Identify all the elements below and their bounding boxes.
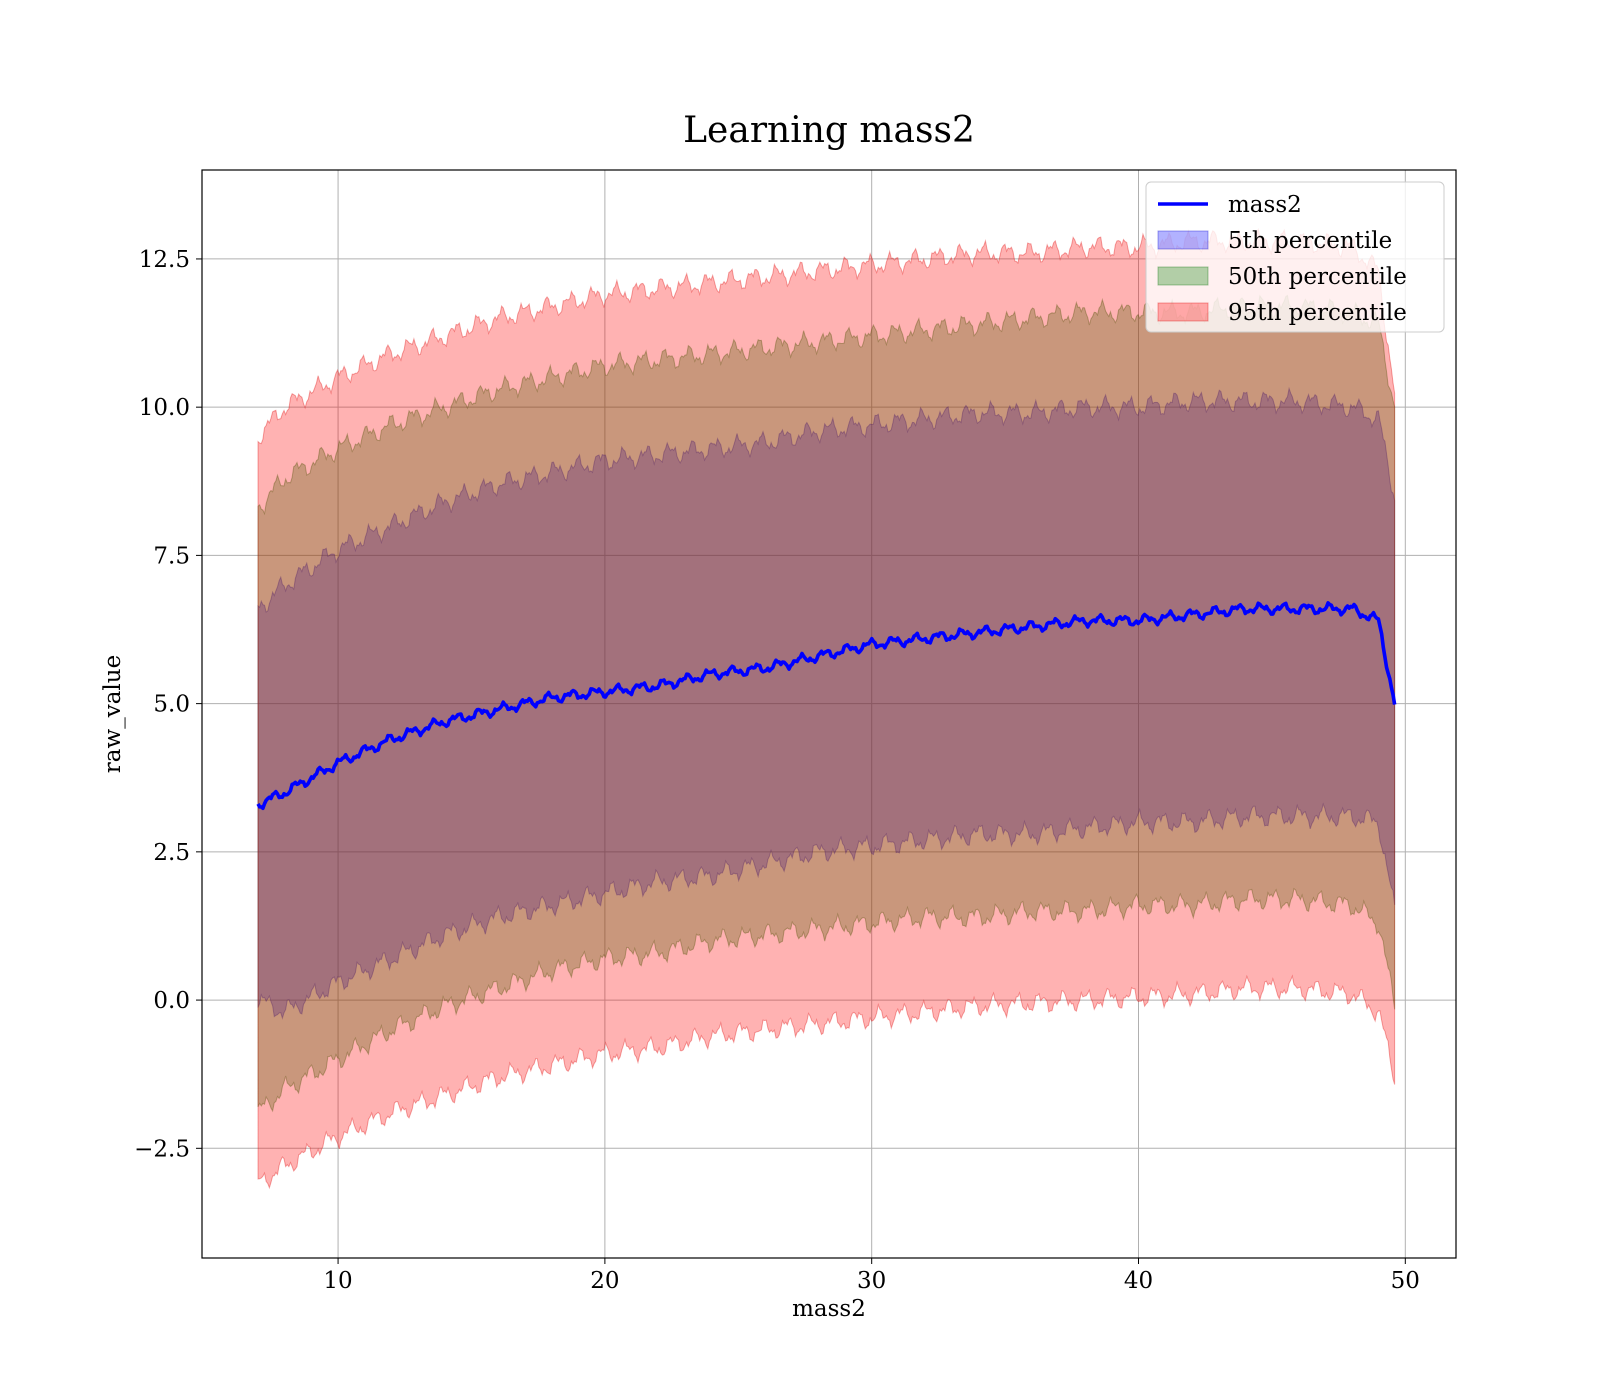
y-tick-label: −2.5 [134,1136,190,1162]
y-tick-label: 2.5 [153,840,190,866]
percentile-bands [257,227,1396,1190]
y-tick-label: 12.5 [139,247,190,273]
legend: mass2 5th percentile 50th percentile 95th p… [1145,181,1445,333]
legend-swatch-patch [1157,266,1209,286]
band-50th-percentile [257,294,1396,1113]
legend-swatch-patch [1157,230,1209,250]
legend-label: 50th percentile [1228,264,1407,290]
y-axis-label: raw_value [100,655,126,773]
x-tick-label: 50 [1391,1268,1420,1294]
grid [202,170,1456,1258]
x-tick-label: 10 [323,1268,352,1294]
series-line-mass2 [256,601,1397,811]
y-tick-label: 10.0 [139,395,190,421]
y-tick-label: 5.0 [153,692,190,718]
y-tick-label: 7.5 [153,543,190,569]
legend-label: 95th percentile [1228,300,1407,326]
band-5th-percentile [257,386,1396,1020]
chart-title: Learning mass2 [683,110,975,151]
legend-box [1145,181,1445,333]
legend-label: 5th percentile [1228,228,1392,254]
x-tick-label: 30 [857,1268,886,1294]
y-axis-ticks: −2.5 0.0 2.5 5.0 7.5 10.0 12.5 [134,247,202,1162]
x-axis-ticks: 10 20 30 40 50 [323,1258,1420,1294]
legend-swatch-patch [1157,302,1209,322]
x-tick-label: 40 [1124,1268,1153,1294]
x-tick-label: 20 [590,1268,619,1294]
band-95th-percentile [257,227,1396,1190]
y-tick-label: 0.0 [153,988,190,1014]
legend-label: mass2 [1228,192,1302,218]
plot-area-frame [201,169,1457,1259]
x-axis-label: mass2 [792,1296,866,1322]
mean-line [256,601,1397,811]
